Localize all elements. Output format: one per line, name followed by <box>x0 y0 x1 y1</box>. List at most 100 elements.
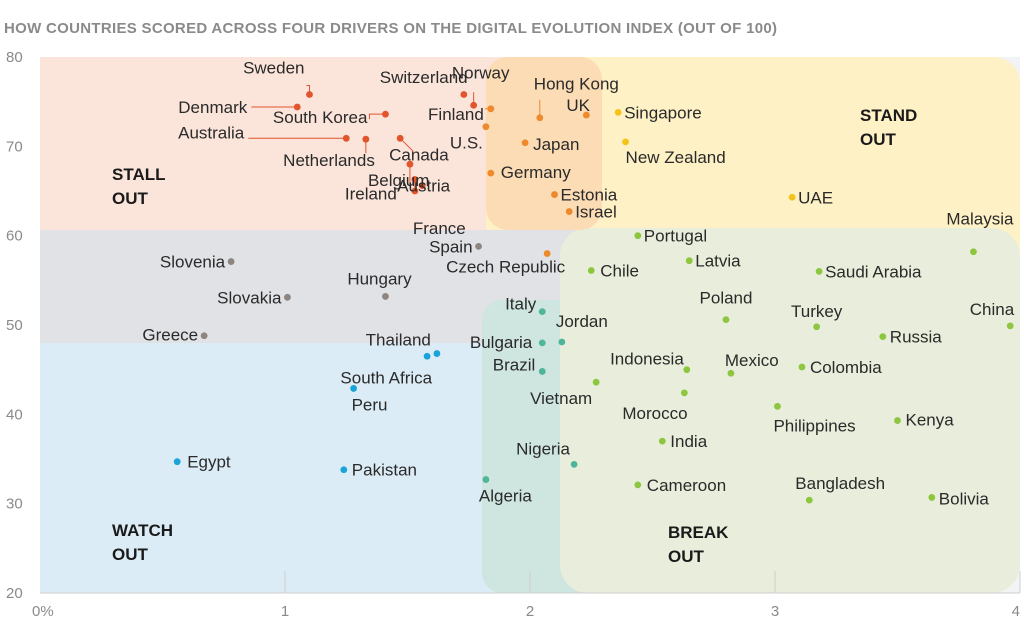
label-china: China <box>970 300 1015 319</box>
label-hong-kong: Hong Kong <box>534 75 619 94</box>
label-colombia: Colombia <box>810 358 882 377</box>
x-tick-label: 3 <box>771 603 779 620</box>
point-pakistan <box>340 466 348 474</box>
point-sweden <box>306 91 313 98</box>
point-russia <box>879 333 887 341</box>
stall-out-label: STALL <box>112 165 166 184</box>
label-netherlands: Netherlands <box>283 151 375 170</box>
label-germany: Germany <box>501 163 571 182</box>
label-russia: Russia <box>890 328 943 347</box>
point-malaysia <box>970 248 977 256</box>
label-austria: Austria <box>397 177 450 196</box>
point-uae <box>788 193 796 201</box>
point-turkey <box>813 323 821 331</box>
point-austria <box>418 182 426 190</box>
label-jordan: Jordan <box>556 312 608 331</box>
point-u-s <box>482 123 490 131</box>
point-ireland <box>411 175 419 183</box>
point-indonesia <box>683 366 691 374</box>
label-kenya: Kenya <box>906 411 955 430</box>
label-malaysia: Malaysia <box>946 210 1014 229</box>
break-out-label: OUT <box>668 547 705 566</box>
y-tick-label: 20 <box>6 585 23 602</box>
point-singapore <box>614 108 622 116</box>
label-uk: UK <box>566 96 590 115</box>
label-japan: Japan <box>533 135 579 154</box>
data-points <box>173 91 1014 504</box>
point-bangladesh <box>805 496 813 504</box>
quadrant-regions <box>40 57 1020 593</box>
label-algeria: Algeria <box>479 487 532 506</box>
label-turkey: Turkey <box>791 302 843 321</box>
label-switzerland: Switzerland <box>380 68 468 87</box>
point-cameroon <box>634 481 642 489</box>
label-peru: Peru <box>352 395 388 414</box>
label-bolivia: Bolivia <box>939 489 990 508</box>
y-tick-label: 30 <box>6 496 23 513</box>
label-thailand: Thailand <box>366 331 431 350</box>
label-czech-republic: Czech Republic <box>446 258 566 277</box>
point-kenya <box>894 417 901 424</box>
point-south-korea <box>382 110 389 118</box>
label-brazil: Brazil <box>493 355 536 374</box>
y-tick-label: 60 <box>6 228 23 245</box>
point-chile <box>587 267 595 274</box>
point-mexico <box>727 369 735 377</box>
label-egypt: Egypt <box>187 453 231 472</box>
x-tick-label: 0% <box>32 603 54 620</box>
label-latvia: Latvia <box>695 252 741 271</box>
point-peru <box>350 385 357 392</box>
x-tick-label: 2 <box>526 603 534 620</box>
point-india <box>658 437 666 445</box>
point-egypt <box>173 458 181 466</box>
point-latvia <box>685 257 693 265</box>
label-finland: Finland <box>428 105 484 124</box>
point-brazil <box>538 368 546 375</box>
stall-out-label: OUT <box>112 189 149 208</box>
point-colombia <box>798 363 806 371</box>
point-saudi-arabia <box>815 268 823 275</box>
y-tick-label: 70 <box>6 138 23 155</box>
label-saudi-arabia: Saudi Arabia <box>825 262 922 281</box>
label-denmark: Denmark <box>178 98 247 117</box>
label-poland: Poland <box>700 289 753 308</box>
point-czech-republic <box>543 250 551 257</box>
leader-line-south-korea <box>368 113 386 120</box>
label-philippines: Philippines <box>773 416 855 435</box>
label-cameroon: Cameroon <box>647 476 726 495</box>
break-out-label: BREAK <box>668 523 729 542</box>
point-australia <box>342 134 350 142</box>
point-algeria <box>482 476 490 483</box>
point-france <box>411 187 419 195</box>
label-sweden: Sweden <box>243 59 304 78</box>
point-slovenia <box>227 258 235 265</box>
label-uae: UAE <box>798 188 833 207</box>
point-japan <box>521 139 529 147</box>
point-belgium <box>406 160 414 168</box>
point-south-africa <box>423 352 431 360</box>
label-ireland: Ireland <box>345 184 397 203</box>
label-greece: Greece <box>142 326 198 345</box>
point-philippines <box>774 402 781 410</box>
point-switzerland <box>470 101 478 109</box>
x-tick-label: 4 <box>1012 603 1020 620</box>
point-denmark <box>293 103 301 111</box>
label-south-africa: South Africa <box>340 368 432 387</box>
point-slovakia <box>284 293 291 301</box>
point-germany <box>487 169 495 177</box>
point-hungary <box>382 293 389 300</box>
label-australia: Australia <box>178 123 245 142</box>
y-axis-ticks: 20 30 40 50 60 70 80 <box>6 49 23 602</box>
label-estonia: Estonia <box>561 186 618 205</box>
point-vietnam <box>592 378 600 386</box>
label-canada: Canada <box>389 145 449 164</box>
label-portugal: Portugal <box>644 227 707 246</box>
label-indonesia: Indonesia <box>610 350 684 369</box>
label-singapore: Singapore <box>624 103 702 122</box>
point-morocco <box>680 389 688 397</box>
x-axis-ticks: 0% 1 2 3 4 <box>32 571 1021 620</box>
label-mexico: Mexico <box>725 351 779 370</box>
break-out-region <box>560 228 1020 593</box>
label-slovakia: Slovakia <box>217 288 282 307</box>
